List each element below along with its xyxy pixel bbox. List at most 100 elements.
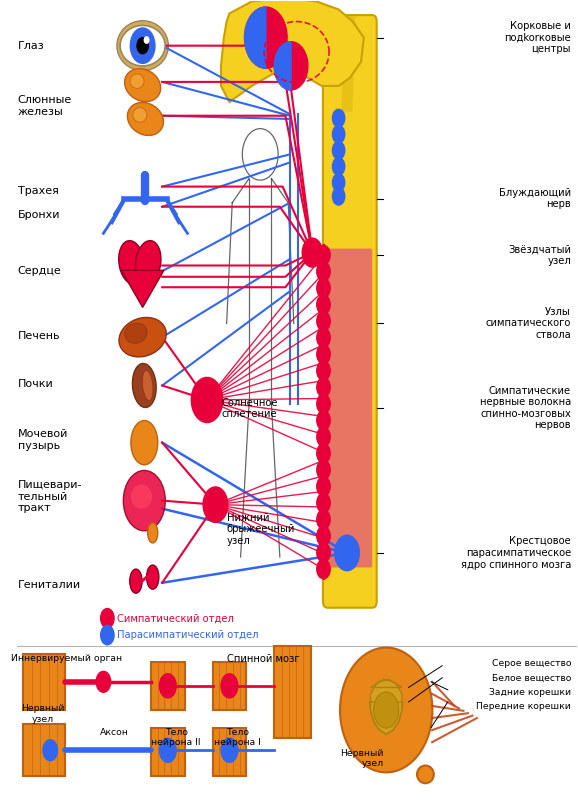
Text: Печень: Печень	[18, 330, 60, 340]
Text: Передние корешки: Передние корешки	[476, 702, 571, 711]
Circle shape	[191, 377, 223, 423]
Circle shape	[317, 444, 330, 463]
Circle shape	[317, 295, 330, 314]
Circle shape	[317, 526, 330, 545]
Ellipse shape	[125, 69, 161, 102]
Circle shape	[332, 187, 345, 205]
Ellipse shape	[135, 241, 161, 284]
Text: Солнечное
сплетение: Солнечное сплетение	[221, 398, 277, 419]
Text: Слюнные
железы: Слюнные железы	[18, 95, 72, 117]
Text: Пищевари-
тельный
тракт: Пищевари- тельный тракт	[18, 480, 82, 513]
Circle shape	[332, 141, 345, 159]
Ellipse shape	[131, 420, 158, 465]
Text: Иннервируемый орган: Иннервируемый орган	[12, 654, 123, 663]
Circle shape	[160, 674, 176, 698]
Circle shape	[317, 312, 330, 330]
Text: Нервный
узел: Нервный узел	[340, 748, 383, 768]
Text: Серое вещество: Серое вещество	[491, 659, 571, 667]
Circle shape	[244, 7, 287, 68]
Circle shape	[160, 739, 176, 762]
Ellipse shape	[147, 523, 158, 543]
Ellipse shape	[118, 241, 144, 284]
Text: Тело
нейрона II: Тело нейрона II	[151, 728, 201, 747]
Text: Узлы
симпатического
ствола: Узлы симпатического ствола	[486, 307, 571, 340]
Circle shape	[317, 279, 330, 298]
Circle shape	[43, 740, 58, 760]
Circle shape	[317, 394, 330, 414]
FancyBboxPatch shape	[213, 728, 246, 776]
Circle shape	[317, 427, 330, 447]
Polygon shape	[369, 680, 403, 734]
Circle shape	[317, 344, 330, 364]
Text: Блуждающий
нерв: Блуждающий нерв	[499, 188, 571, 209]
FancyBboxPatch shape	[151, 728, 184, 776]
Wedge shape	[244, 7, 266, 68]
FancyBboxPatch shape	[323, 15, 377, 608]
Ellipse shape	[417, 765, 434, 783]
Circle shape	[221, 674, 238, 698]
Ellipse shape	[123, 470, 165, 531]
Text: Задние корешки: Задние корешки	[489, 688, 571, 696]
Text: Гениталии: Гениталии	[18, 580, 81, 590]
Text: Симпатический отдел: Симпатический отдел	[117, 613, 234, 623]
Ellipse shape	[120, 26, 165, 65]
Ellipse shape	[133, 107, 147, 122]
Circle shape	[317, 262, 330, 281]
Ellipse shape	[142, 370, 153, 401]
Polygon shape	[121, 271, 164, 307]
FancyBboxPatch shape	[23, 724, 65, 776]
Text: Аксон: Аксон	[100, 728, 129, 737]
FancyBboxPatch shape	[213, 662, 246, 710]
FancyBboxPatch shape	[327, 249, 372, 567]
Wedge shape	[274, 42, 291, 90]
Text: Крестцовое
парасимпатическое
ядро спинного мозга: Крестцовое парасимпатическое ядро спинно…	[461, 537, 571, 570]
Polygon shape	[221, 0, 364, 102]
Circle shape	[317, 461, 330, 480]
Text: Трахея: Трахея	[18, 186, 58, 196]
Text: Спинной мозг: Спинной мозг	[227, 654, 299, 663]
Circle shape	[317, 377, 330, 397]
Circle shape	[317, 494, 330, 512]
FancyBboxPatch shape	[274, 646, 310, 739]
Circle shape	[335, 535, 360, 570]
Text: Корковые и
подkorковые
центры: Корковые и подkorковые центры	[504, 21, 571, 54]
Circle shape	[317, 543, 330, 562]
Circle shape	[317, 477, 330, 496]
Circle shape	[317, 246, 330, 265]
Circle shape	[302, 238, 323, 267]
Circle shape	[317, 410, 330, 430]
Ellipse shape	[132, 364, 156, 407]
Ellipse shape	[373, 692, 399, 728]
Circle shape	[144, 37, 149, 44]
Circle shape	[203, 487, 228, 522]
Text: Парасимпатический отдел: Парасимпатический отдел	[117, 630, 258, 640]
Circle shape	[101, 608, 114, 628]
Text: Тело
нейрона I: Тело нейрона I	[214, 728, 261, 747]
Text: Звёздчатый
узел: Звёздчатый узел	[508, 244, 571, 266]
Circle shape	[332, 158, 345, 175]
Text: Почки: Почки	[18, 379, 54, 389]
Ellipse shape	[147, 565, 159, 589]
Text: Нижний
брыжеечный
узел: Нижний брыжеечный узел	[227, 513, 295, 546]
FancyBboxPatch shape	[23, 654, 65, 710]
Circle shape	[137, 38, 148, 53]
Circle shape	[101, 625, 114, 645]
Circle shape	[274, 42, 308, 90]
Ellipse shape	[120, 26, 165, 65]
Circle shape	[96, 671, 111, 692]
Circle shape	[317, 361, 330, 381]
Text: Сердце: Сердце	[18, 266, 61, 276]
Ellipse shape	[131, 485, 152, 509]
Ellipse shape	[117, 21, 168, 70]
Ellipse shape	[129, 569, 142, 593]
Circle shape	[130, 28, 155, 63]
Ellipse shape	[340, 647, 432, 772]
Circle shape	[332, 109, 345, 127]
Text: Белое вещество: Белое вещество	[492, 673, 571, 682]
Circle shape	[332, 125, 345, 143]
Text: Бронхи: Бронхи	[18, 210, 60, 220]
Circle shape	[221, 739, 238, 762]
Circle shape	[317, 328, 330, 347]
Text: Мочевой
пузырь: Мочевой пузырь	[18, 429, 68, 451]
Ellipse shape	[119, 318, 166, 357]
